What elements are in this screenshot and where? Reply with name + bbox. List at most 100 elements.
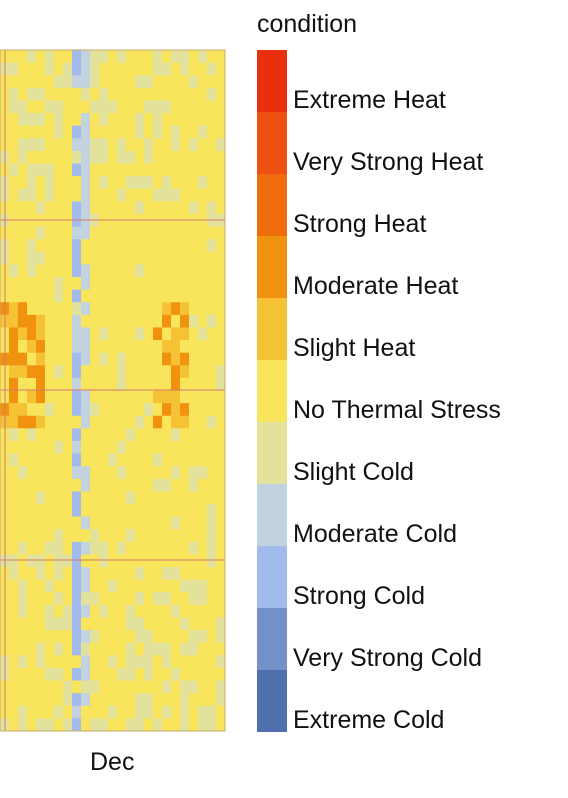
heatmap-cell (54, 188, 64, 202)
heatmap-cell (117, 718, 127, 732)
heatmap-cell (18, 150, 28, 164)
heatmap-cell (144, 188, 154, 202)
heatmap-cell (27, 327, 37, 341)
heatmap-cell (153, 440, 163, 454)
heatmap-cell (117, 125, 127, 139)
heatmap-cell (9, 340, 19, 353)
heatmap-cell (216, 277, 226, 290)
heatmap-cell (54, 718, 64, 732)
heatmap-cell (90, 365, 100, 379)
heatmap-cell (144, 529, 154, 543)
heatmap-cell (81, 75, 91, 89)
heatmap-cell (162, 289, 172, 303)
heatmap-cell (207, 428, 217, 442)
heatmap-cell (99, 592, 109, 606)
heatmap-cell (207, 302, 217, 316)
heatmap-cell (180, 403, 190, 417)
heatmap-cell (90, 251, 100, 265)
heatmap-cell (180, 50, 190, 63)
heatmap-cell (216, 314, 226, 328)
heatmap-cell (162, 617, 172, 631)
heatmap-cell (135, 125, 145, 139)
heatmap-cell (99, 289, 109, 303)
heatmap-cell (180, 529, 190, 543)
heatmap-cell (135, 466, 145, 480)
heatmap-cell (207, 327, 217, 341)
heatmap-cell (9, 516, 19, 530)
heatmap-cell (126, 554, 136, 568)
heatmap-cell (117, 75, 127, 89)
heatmap-cell (54, 655, 64, 669)
heatmap-cell (90, 390, 100, 404)
legend-label-extreme-heat: Extreme Heat (293, 86, 446, 114)
legend-swatch-moderate-heat (257, 236, 287, 298)
heatmap-cell (189, 667, 199, 681)
heatmap-cell (198, 352, 208, 366)
heatmap-cell (171, 491, 181, 505)
heatmap-cell (99, 579, 109, 593)
heatmap-cell (36, 226, 46, 240)
heatmap-cell (9, 680, 19, 694)
heatmap-cell (180, 415, 190, 429)
heatmap-cell (54, 251, 64, 265)
heatmap-cell (180, 62, 190, 76)
heatmap-cell (63, 466, 73, 480)
heatmap-cell (144, 289, 154, 303)
heatmap-cell (9, 630, 19, 644)
heatmap-cell (18, 226, 28, 240)
heatmap-cell (81, 705, 91, 719)
heatmap-cell (90, 138, 100, 152)
heatmap-cell (189, 62, 199, 76)
heatmap-cell (144, 327, 154, 341)
heatmap-cell (180, 504, 190, 517)
heatmap-cell (153, 138, 163, 152)
heatmap-cell (162, 415, 172, 429)
heatmap-cell (72, 100, 82, 114)
heatmap-cell (45, 176, 55, 190)
heatmap-cell (117, 604, 127, 618)
heatmap-cell (135, 87, 145, 101)
heatmap-cell (18, 163, 28, 177)
heatmap-cell (144, 239, 154, 253)
heatmap-cell (117, 340, 127, 353)
heatmap-cell (216, 655, 226, 669)
heatmap-cell (144, 642, 154, 656)
heatmap-cell (18, 340, 28, 353)
heatmap-cell (90, 289, 100, 303)
heatmap-cell (36, 302, 46, 316)
heatmap-cell (171, 377, 181, 391)
heatmap-cell (180, 138, 190, 152)
heatmap-cell (18, 277, 28, 290)
heatmap-cell (117, 655, 127, 669)
heatmap-cell (189, 693, 199, 707)
heatmap-cell (108, 340, 118, 353)
heatmap-cell (153, 554, 163, 568)
heatmap-cell (99, 314, 109, 328)
heatmap-cell (81, 504, 91, 517)
heatmap-cell (27, 415, 37, 429)
heatmap-cell (216, 693, 226, 707)
heatmap-cell (45, 541, 55, 555)
heatmap-cell (27, 718, 37, 732)
heatmap-cell (27, 667, 37, 681)
heatmap-cell (198, 403, 208, 417)
heatmap-cell (27, 428, 37, 442)
heatmap-cell (9, 87, 19, 101)
heatmap-cell (36, 201, 46, 215)
heatmap-cell (207, 113, 217, 126)
plot-border (0, 49, 226, 732)
heatmap-cell (171, 352, 181, 366)
heatmap-cell (54, 277, 64, 290)
heatmap-cell (63, 100, 73, 114)
heatmap-cell (153, 62, 163, 76)
heatmap-cell (27, 604, 37, 618)
heatmap-cell (171, 277, 181, 290)
heatmap-cell (81, 277, 91, 290)
heatmap-cell (171, 579, 181, 593)
heatmap-cell (180, 642, 190, 656)
heatmap-cell (9, 390, 19, 404)
heatmap-cell (99, 415, 109, 429)
heatmap-cell (45, 415, 55, 429)
heatmap-cell (27, 504, 37, 517)
heatmap-cell (72, 541, 82, 555)
